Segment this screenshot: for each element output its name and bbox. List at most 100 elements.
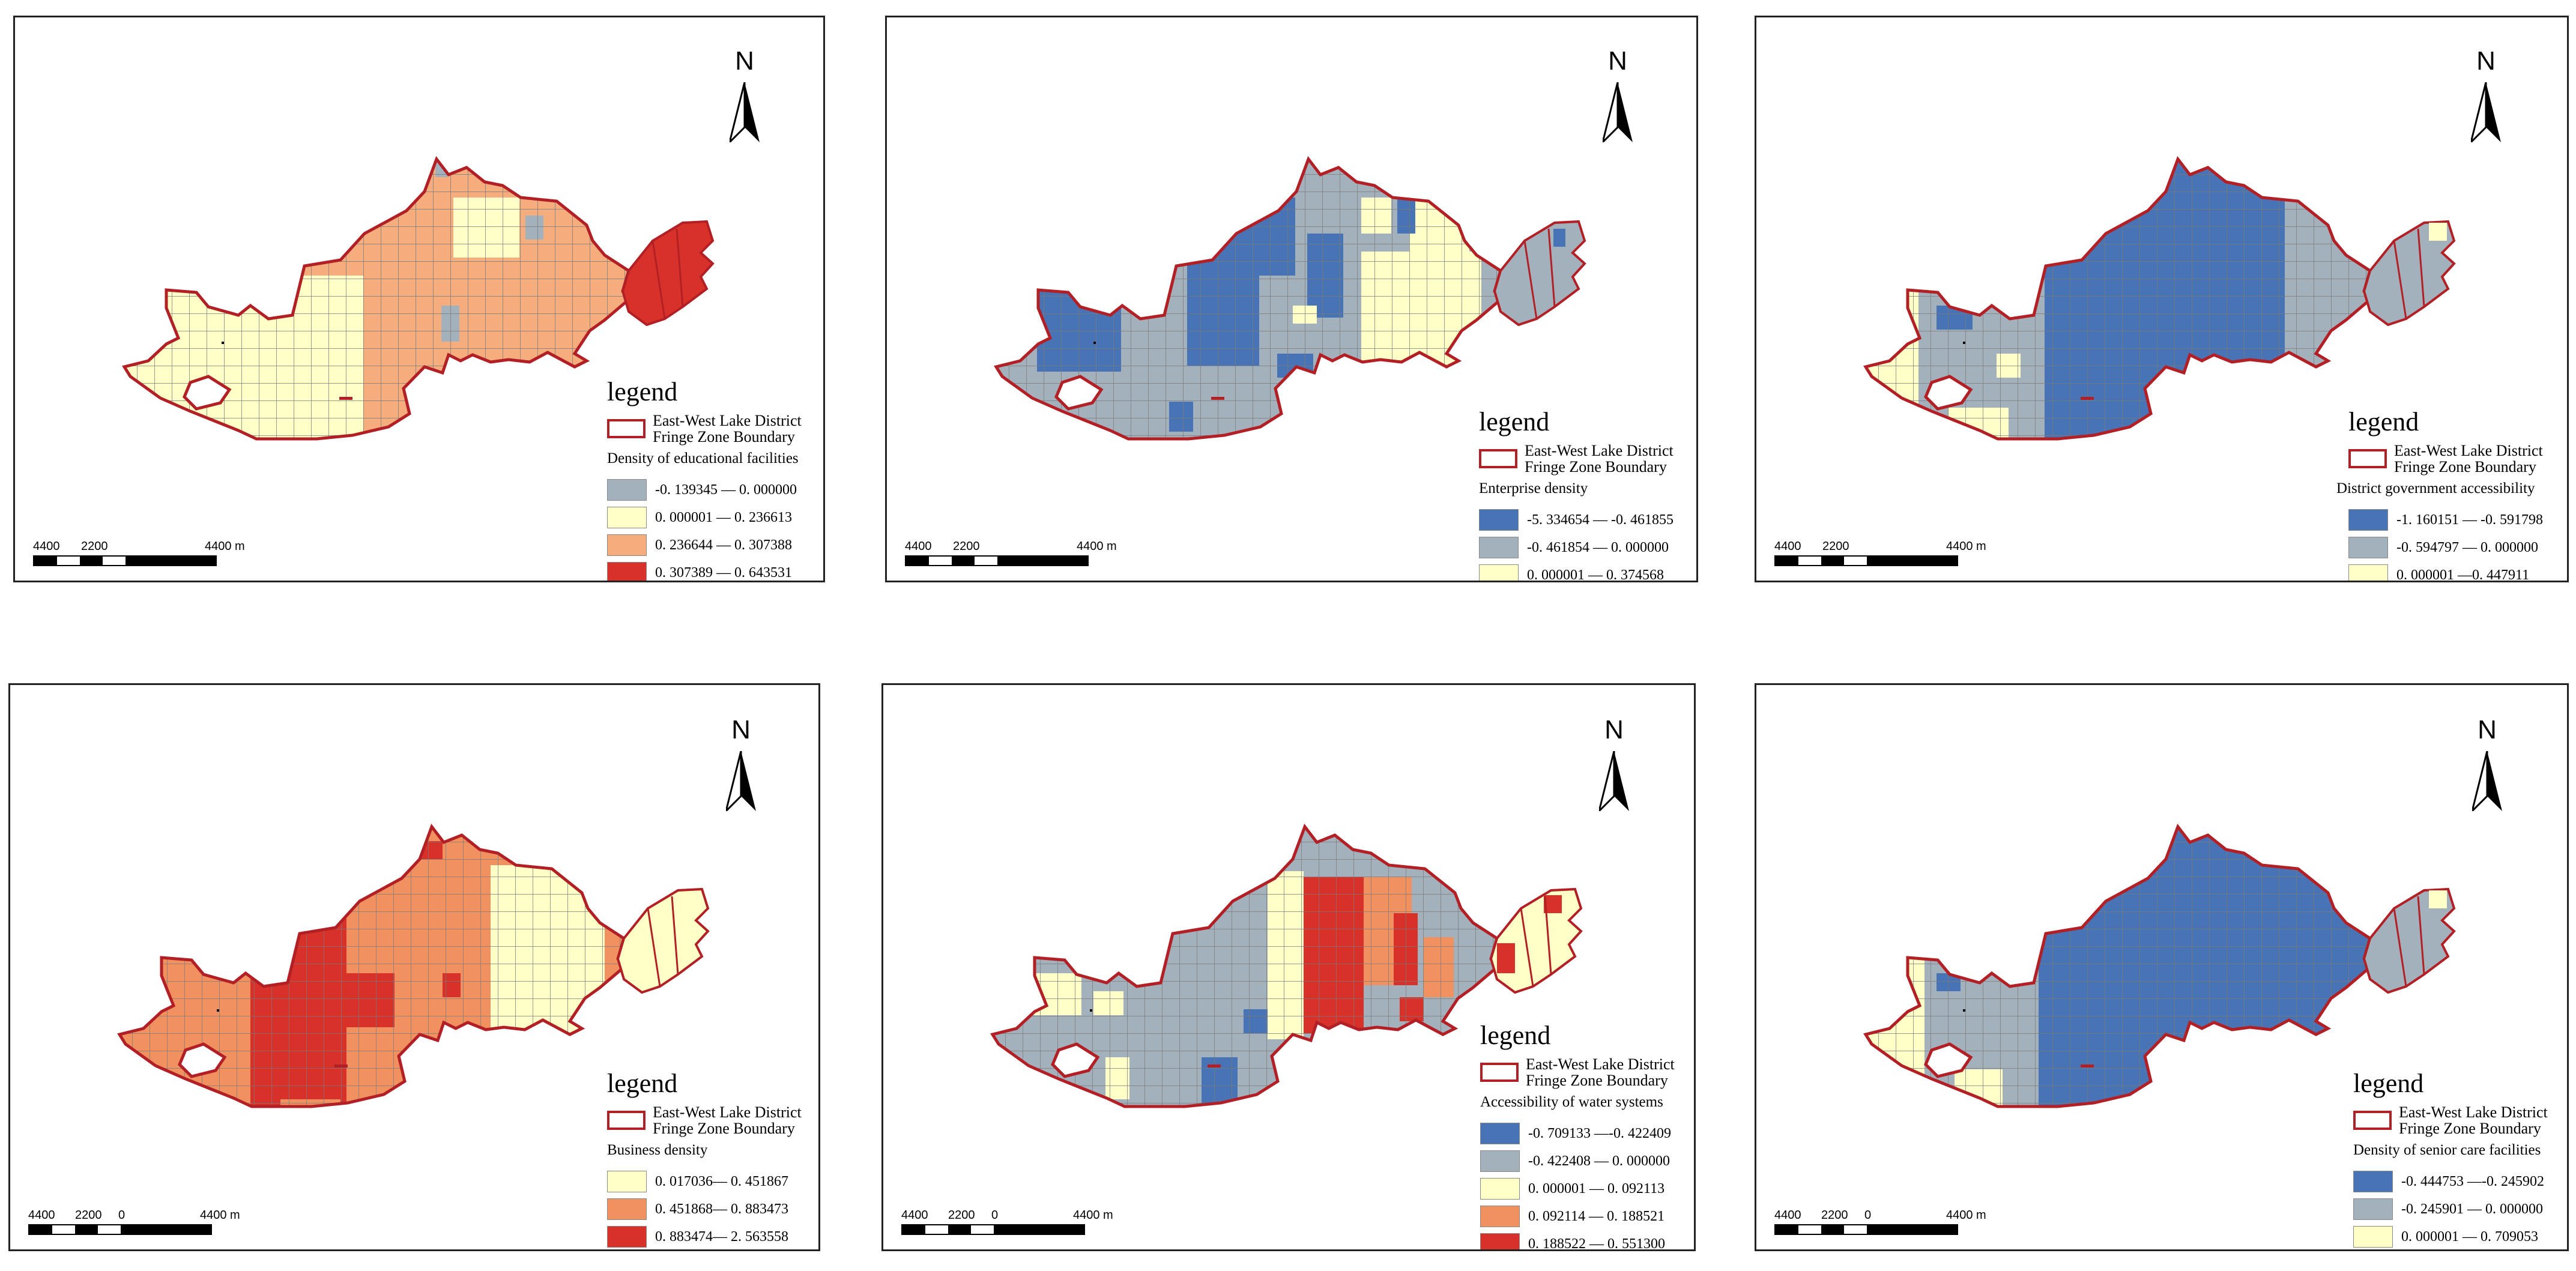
north-label: N: [1604, 715, 1624, 744]
map-region-shape: [1863, 823, 2456, 1108]
north-arrow-icon: [1603, 82, 1633, 142]
legend-class-label: 0. 017036— 0. 451867: [655, 1173, 788, 1189]
legend-class-item: 0. 451868— 0. 883473: [607, 1195, 802, 1223]
legend-title: legend: [607, 1069, 678, 1098]
legend-boundary: East-West Lake District Fringe Zone Bound…: [1479, 442, 1673, 475]
north-arrow: N: [718, 46, 772, 148]
north-label: N: [2476, 46, 2496, 76]
scale-label: 4400: [28, 1209, 55, 1222]
legend-class-swatch: [1480, 1123, 1520, 1144]
north-arrow: N: [714, 715, 768, 817]
boundary-label-1: East-West Lake District: [1525, 442, 1673, 459]
legend-class-label: 0. 451868— 0. 883473: [655, 1201, 788, 1217]
legend-class-item: -0. 139345 — 0. 000000: [607, 476, 802, 504]
legend-class-label: 0. 883474— 2. 563558: [655, 1228, 788, 1245]
legend-class-label: 0. 236644 — 0. 307388: [655, 537, 792, 553]
boundary-swatch: [2353, 1111, 2392, 1130]
legend-field-name: District government accessibility: [2336, 480, 2535, 497]
legend-class-swatch: [2348, 564, 2388, 581]
legend: legend East-West Lake District Fringe Zon…: [2336, 407, 2543, 582]
scale-bar: 4400 2200 4400 m: [33, 540, 245, 566]
map-panel-business-density: N legend East-West Lake District Fringe Z…: [8, 683, 820, 1251]
legend-class-item: 0. 188522 — 0. 551300: [1480, 1230, 1675, 1251]
north-arrow: N: [2459, 46, 2513, 148]
legend-class-item: -0. 422408 — 0. 000000: [1480, 1147, 1675, 1175]
legend-class-swatch: [1480, 1150, 1520, 1172]
map-region-shape: [1863, 155, 2456, 441]
legend-class-label: 0. 000001 — 0. 709053: [2401, 1228, 2538, 1245]
legend-class-swatch: [2353, 1198, 2393, 1220]
north-label: N: [735, 46, 754, 76]
legend-class-item: 0. 017036— 0. 451867: [607, 1168, 802, 1195]
scale-label: 2200: [948, 1209, 975, 1222]
legend-title: legend: [2348, 407, 2419, 436]
legend-class-item: 0. 883474— 2. 563558: [607, 1223, 802, 1249]
scale-bar: 4400 2200 0 4400 m: [28, 1209, 240, 1235]
boundary-swatch: [2348, 449, 2387, 468]
scale-label: 4400 m: [1073, 1209, 1113, 1222]
legend-class-swatch: [1479, 537, 1519, 558]
legend-class-swatch: [607, 534, 647, 556]
boundary-swatch: [1479, 449, 1517, 468]
legend-class-label: 0. 000001 — 0. 236613: [655, 509, 792, 525]
north-label: N: [2478, 715, 2497, 744]
scale-label: 4400 m: [205, 540, 245, 553]
legend-class-item: -1. 160151 — -0. 591798: [2348, 506, 2543, 534]
legend-class-item: -0. 709133 —-0. 422409: [1480, 1120, 1675, 1147]
scale-label: 2200: [81, 540, 108, 553]
scale-label: 4400 m: [1077, 540, 1117, 553]
map-region-shape: [122, 155, 715, 441]
legend-class-item: -0. 594797 — 0. 000000: [2348, 534, 2543, 561]
scale-label: 4400: [1774, 540, 1801, 553]
map-panel-educational-density: N legend East-West Lake District Fringe Z…: [13, 16, 825, 582]
legend-class-label: 0. 000001 — 0. 092113: [1528, 1180, 1665, 1197]
legend-class-swatch: [2353, 1171, 2393, 1192]
legend-boundary: East-West Lake District Fringe Zone Bound…: [607, 1104, 802, 1137]
legend-class-swatch: [607, 562, 647, 581]
legend-class-swatch: [2348, 509, 2388, 531]
north-label: N: [731, 715, 751, 744]
legend-title: legend: [607, 377, 678, 406]
legend-field-name: Density of educational facilities: [607, 450, 799, 466]
legend-class-swatch: [607, 1226, 647, 1248]
legend-class-item: -0. 245901 — 0. 000000: [2353, 1195, 2548, 1223]
legend-class-label: 0. 092114 — 0. 188521: [1528, 1208, 1665, 1224]
legend-class-label: -1. 160151 — -0. 591798: [2396, 512, 2543, 528]
scale-bar: 4400 2200 0 4400 m: [901, 1209, 1113, 1235]
legend-class-item: 0. 000001 — 0. 709053: [2353, 1223, 2548, 1249]
north-label: N: [1608, 46, 1627, 76]
legend-class-item: -5. 334654 — -0. 461855: [1479, 506, 1673, 534]
legend-title: legend: [1480, 1021, 1551, 1050]
boundary-swatch: [1480, 1063, 1519, 1082]
scale-bar: 4400 2200 0 4400 m: [1774, 1209, 1986, 1235]
scale-label: 4400 m: [200, 1209, 240, 1222]
legend-class-item: -0. 444753 —-0. 245902: [2353, 1168, 2548, 1195]
legend-class-swatch: [1480, 1233, 1520, 1249]
legend-class-item: 0. 000001 —0. 447911: [2348, 561, 2543, 582]
scale-label: 0: [1864, 1209, 1872, 1222]
legend-class-label: 0. 000001 — 0. 374568: [1527, 567, 1664, 582]
legend-field-name: Accessibility of water systems: [1480, 1094, 1663, 1110]
legend-class-label: -0. 422408 — 0. 000000: [1528, 1153, 1670, 1169]
legend-class-item: 0. 092114 — 0. 188521: [1480, 1203, 1675, 1230]
scale-label: 2200: [75, 1209, 102, 1222]
scale-bar: 4400 2200 4400 m: [1774, 540, 1986, 566]
legend-boundary: East-West Lake District Fringe Zone Bound…: [607, 412, 802, 445]
legend-class-label: 0. 000001 —0. 447911: [2396, 567, 2530, 582]
north-arrow: N: [1591, 46, 1645, 148]
legend-boundary: East-West Lake District Fringe Zone Bound…: [2348, 442, 2543, 475]
north-arrow-icon: [2471, 82, 2501, 142]
scale-label: 0: [118, 1209, 125, 1222]
scale-label: 4400: [1774, 1209, 1801, 1222]
legend-field-name: Density of senior care facilities: [2353, 1142, 2541, 1158]
scale-label: 4400: [33, 540, 60, 553]
north-arrow-icon: [2472, 751, 2502, 811]
legend-class-label: 0. 188522 — 0. 551300: [1528, 1236, 1665, 1251]
boundary-label-1: East-West Lake District: [1526, 1055, 1675, 1073]
legend-class-swatch: [607, 507, 647, 528]
boundary-label-1: East-West Lake District: [2394, 442, 2543, 459]
legend-class-label: -0. 709133 —-0. 422409: [1528, 1125, 1671, 1141]
scale-bar: 4400 2200 4400 m: [905, 540, 1117, 566]
boundary-swatch: [607, 419, 646, 438]
legend-boundary: East-West Lake District Fringe Zone Bound…: [2353, 1104, 2548, 1137]
